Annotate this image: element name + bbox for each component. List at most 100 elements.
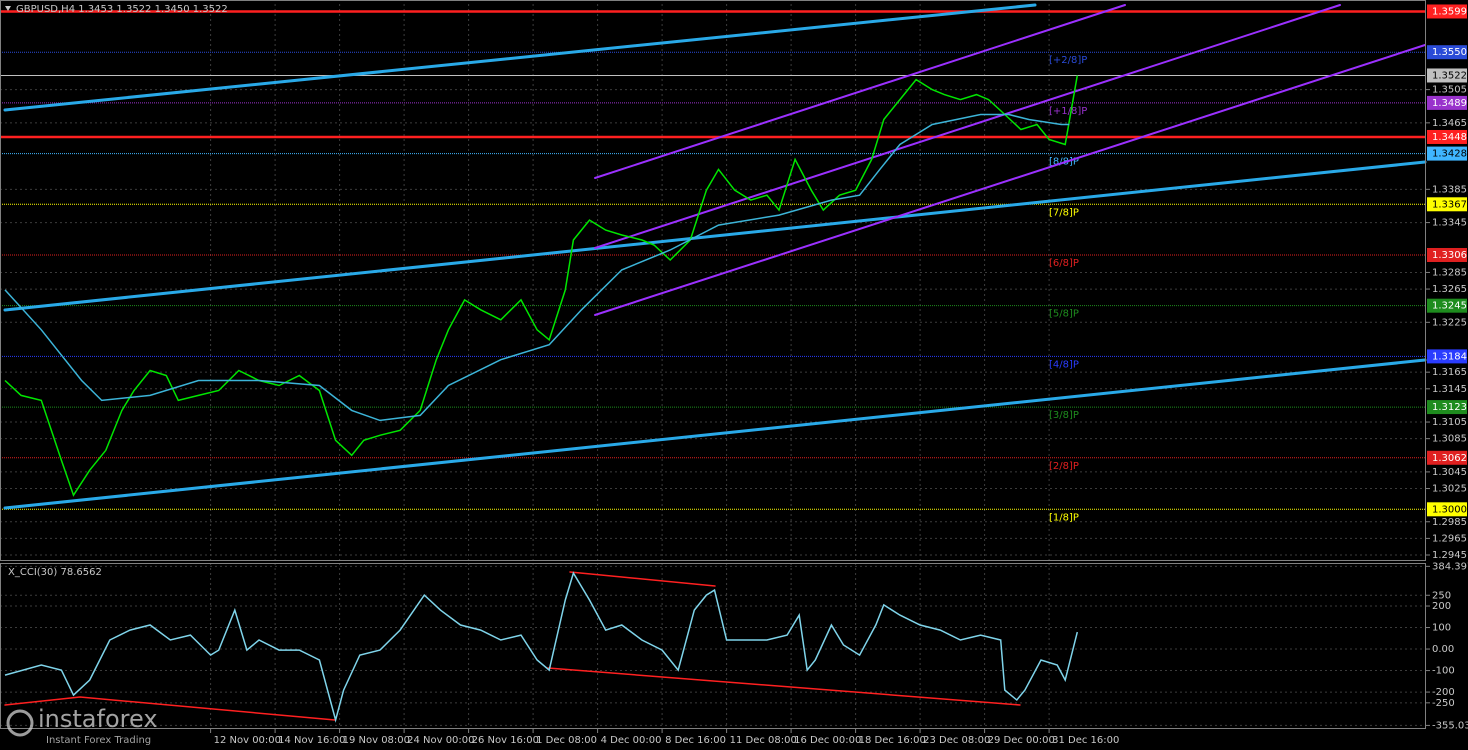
x-tick-label: 8 Dec 16:00 bbox=[665, 735, 726, 746]
trend-line bbox=[3, 358, 1427, 510]
level-label: 1.3123 bbox=[1432, 402, 1467, 413]
level-label: 1.3522 bbox=[1432, 70, 1467, 81]
level-label: 1.3306 bbox=[1432, 250, 1467, 261]
y-tick-label: 384.3971 bbox=[1432, 561, 1468, 572]
level-label: 1.3184 bbox=[1432, 351, 1467, 362]
x-tick-label: 23 Dec 08:00 bbox=[923, 735, 990, 746]
series-line bbox=[4, 75, 1079, 497]
y-tick-label: 1.2945 bbox=[1432, 550, 1467, 561]
y-tick-label: 1.3025 bbox=[1432, 484, 1467, 495]
y-tick-label: 1.3285 bbox=[1432, 267, 1467, 278]
y-tick-label: -200 bbox=[1432, 687, 1455, 698]
x-tick-label: 16 Dec 00:00 bbox=[794, 735, 861, 746]
level-badge bbox=[1427, 45, 1467, 60]
channel-line bbox=[594, 4, 1126, 179]
y-tick-label: 1.2965 bbox=[1432, 533, 1467, 544]
x-tick-label: 18 Dec 16:00 bbox=[859, 735, 926, 746]
y-tick-label: 1.3045 bbox=[1432, 467, 1467, 478]
channel-line bbox=[594, 4, 1341, 249]
y-tick-label: 100 bbox=[1432, 623, 1451, 634]
menu-arrow bbox=[5, 6, 11, 11]
level-badge bbox=[1427, 68, 1467, 83]
y-tick-label: 1.3465 bbox=[1432, 118, 1467, 129]
chart-title: GBPUSD,H4 1.3453 1.3522 1.3450 1.3522 bbox=[16, 4, 228, 15]
trend-lines bbox=[3, 3, 1427, 721]
x-tick-label: 14 Nov 16:00 bbox=[278, 735, 345, 746]
cci-frame bbox=[0, 563, 1426, 729]
level-label: 1.3489 bbox=[1432, 98, 1467, 109]
level-tag: [6/8]P bbox=[1049, 258, 1079, 269]
series-line bbox=[4, 113, 1070, 422]
level-tag: [+2/8]P bbox=[1049, 55, 1087, 66]
level-tag: [4/8]P bbox=[1049, 359, 1079, 370]
y-tick-label: 1.3505 bbox=[1432, 85, 1467, 96]
level-badge bbox=[1427, 450, 1467, 465]
trend-line bbox=[3, 160, 1427, 312]
y-tick-label: -250 bbox=[1432, 698, 1455, 709]
level-tag: [+1/8]P bbox=[1049, 106, 1087, 117]
tagline: Instant Forex Trading bbox=[46, 735, 151, 746]
level-badge bbox=[1427, 349, 1467, 364]
level-badge bbox=[1427, 197, 1467, 212]
y-tick-label: 250 bbox=[1432, 590, 1451, 601]
y-tick-label: 1.3225 bbox=[1432, 317, 1467, 328]
y-tick-label: 1.3105 bbox=[1432, 417, 1467, 428]
level-badge bbox=[1427, 400, 1467, 415]
level-badge bbox=[1427, 146, 1467, 161]
series-line bbox=[4, 571, 1079, 723]
trend-line bbox=[3, 3, 1037, 112]
channel-line bbox=[594, 44, 1426, 316]
logo: instaforex Instant Forex Trading bbox=[6, 705, 158, 746]
logo-icon bbox=[6, 709, 34, 737]
x-tick-label: 12 Nov 00:00 bbox=[214, 735, 281, 746]
grid-layer: 1.3505 1.3465 1.3385 1.3345 1.3285 1.3265 1.32… bbox=[0, 4, 1468, 746]
x-tick-label: 4 Dec 00:00 bbox=[601, 735, 662, 746]
y-tick-label: -355.031 bbox=[1432, 720, 1468, 731]
level-badge bbox=[1427, 4, 1467, 19]
level-badge bbox=[1427, 95, 1467, 110]
series-layer bbox=[4, 75, 1079, 723]
level-label: 1.3245 bbox=[1432, 301, 1467, 312]
x-tick-label: 26 Nov 16:00 bbox=[472, 735, 539, 746]
divergence-line bbox=[4, 696, 336, 721]
level-tag: [2/8]P bbox=[1049, 461, 1079, 472]
frames bbox=[0, 0, 1426, 729]
y-tick-label: 200 bbox=[1432, 601, 1451, 612]
level-badge bbox=[1427, 502, 1467, 517]
x-tick-label: 1 Dec 08:00 bbox=[536, 735, 597, 746]
level-badge bbox=[1427, 298, 1467, 313]
divergence-line bbox=[547, 667, 1021, 706]
y-tick-label: 1.3345 bbox=[1432, 218, 1467, 229]
divergence-line bbox=[569, 571, 716, 587]
x-tick-label: 19 Nov 08:00 bbox=[343, 735, 410, 746]
level-label: 1.3599 bbox=[1432, 6, 1467, 17]
y-tick-label: 1.3145 bbox=[1432, 384, 1467, 395]
x-tick-label: 24 Nov 00:00 bbox=[407, 735, 474, 746]
watermark: instaforex bbox=[38, 705, 158, 733]
level-label: 1.3428 bbox=[1432, 149, 1467, 160]
y-tick-label: 1.3385 bbox=[1432, 184, 1467, 195]
levels-layer: 1.3599 1.3550 [+2/8]P 1.3522 1.3489 [+1/8]P 1.… bbox=[0, 4, 1467, 523]
y-tick-label: 1.3085 bbox=[1432, 434, 1467, 445]
level-badge bbox=[1427, 247, 1467, 262]
level-label: 1.3367 bbox=[1432, 199, 1467, 210]
level-label: 1.3550 bbox=[1432, 47, 1467, 58]
indicator-title: X_CCI(30) 78.6562 bbox=[8, 567, 102, 578]
y-tick-label: -100 bbox=[1432, 666, 1455, 677]
main-frame bbox=[0, 0, 1426, 561]
y-tick-label: 1.3165 bbox=[1432, 367, 1467, 378]
level-tag: [1/8]P bbox=[1049, 512, 1079, 523]
y-tick-label: 0.00 bbox=[1432, 644, 1454, 655]
y-tick-label: 1.3265 bbox=[1432, 284, 1467, 295]
level-badge bbox=[1427, 129, 1467, 144]
level-tag: [5/8]P bbox=[1049, 309, 1079, 320]
level-label: 1.3000 bbox=[1432, 504, 1467, 515]
x-tick-label: 11 Dec 08:00 bbox=[730, 735, 797, 746]
level-label: 1.3448 bbox=[1432, 132, 1467, 143]
x-tick-label: 31 Dec 16:00 bbox=[1052, 735, 1119, 746]
level-label: 1.3062 bbox=[1432, 453, 1467, 464]
level-tag: [3/8]P bbox=[1049, 410, 1079, 421]
y-tick-label: 1.2985 bbox=[1432, 517, 1467, 528]
